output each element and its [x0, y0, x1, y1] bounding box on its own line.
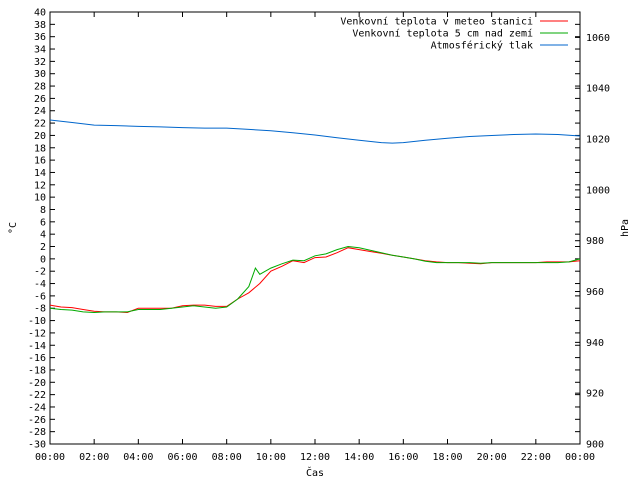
y-tick-label: -8: [34, 304, 46, 315]
x-tick-label: 20:00: [477, 452, 507, 463]
y2-tick-label: 940: [586, 338, 604, 349]
y-tick-label: 26: [34, 94, 46, 105]
y-tick-label: -20: [28, 378, 46, 389]
x-tick-label: 00:00: [565, 452, 595, 463]
legend: Venkovní teplota v meteo staniciVenkovní…: [340, 16, 568, 52]
x-axis-ticks: 00:00 02:00 04:00 06:00 08:00 10:00 12:00 14:00…: [35, 12, 595, 463]
y-tick-label: -16: [28, 353, 46, 364]
x-tick-label: 00:00: [35, 452, 65, 463]
x-axis-label: Čas: [306, 466, 324, 479]
x-tick-label: 06:00: [167, 452, 197, 463]
y-tick-label: 8: [40, 205, 46, 216]
y-tick-label: 30: [34, 69, 46, 80]
plot-frame: [49, 11, 581, 445]
y-tick-label: -24: [28, 402, 46, 413]
x-tick-label: 10:00: [256, 452, 286, 463]
y2-tick-label: 960: [586, 287, 604, 298]
y-tick-label: 32: [34, 57, 46, 68]
y-tick-label: 38: [34, 20, 46, 31]
y-tick-label: -18: [28, 365, 46, 376]
y-tick-label: 10: [34, 193, 46, 204]
y-tick-label: 0: [40, 254, 46, 265]
y2-axis-label: hPa: [620, 219, 631, 237]
y-tick-label: -4: [34, 279, 46, 290]
y-axis-label: °C: [8, 222, 19, 234]
y-tick-label: 16: [34, 156, 46, 167]
y2-tick-label: 920: [586, 389, 604, 400]
x-tick-label: 18:00: [432, 452, 462, 463]
y-tick-label: -6: [34, 291, 46, 302]
y-tick-label: -26: [28, 415, 46, 426]
x-tick-label: 14:00: [344, 452, 374, 463]
y-tick-label: 6: [40, 217, 46, 228]
y2-axis-ticks: 1060 1040 1020 1000 980 960 940 920 900: [575, 33, 610, 451]
y2-tick-label: 1040: [586, 84, 610, 95]
x-tick-label: 04:00: [123, 452, 153, 463]
series-line-1: [49, 247, 581, 314]
y-tick-label: -30: [28, 440, 46, 451]
y-tick-label: 2: [40, 242, 46, 253]
y-tick-label: 40: [34, 8, 46, 19]
y-tick-label: -2: [34, 267, 46, 278]
x-tick-label: 02:00: [79, 452, 109, 463]
y-tick-label: -10: [28, 316, 46, 327]
y-axis-ticks: 4038363432302826242220181614121086420-2-…: [28, 8, 580, 451]
y-tick-label: 4: [40, 230, 46, 241]
series-line-3: [49, 119, 581, 144]
y-tick-label: 12: [34, 180, 46, 191]
y-tick-label: 18: [34, 143, 46, 154]
y-tick-label: -14: [28, 341, 46, 352]
y2-tick-label: 900: [586, 440, 604, 451]
y-tick-label: 24: [34, 106, 46, 117]
y-tick-label: -22: [28, 390, 46, 401]
legend-label-2: Venkovní teplota 5 cm nad zemí: [352, 28, 533, 40]
y2-tick-label: 1000: [586, 185, 610, 196]
y-tick-label: 36: [34, 32, 46, 43]
x-tick-label: 08:00: [212, 452, 242, 463]
legend-label-1: Venkovní teplota v meteo stanici: [340, 16, 533, 28]
y-tick-label: 34: [34, 45, 46, 56]
y-tick-label: 20: [34, 131, 46, 142]
y-tick-label: 14: [34, 168, 46, 179]
y-tick-label: -12: [28, 328, 46, 339]
y-tick-label: 22: [34, 119, 46, 130]
x-tick-label: 12:00: [300, 452, 330, 463]
x-tick-label: 16:00: [388, 452, 418, 463]
y2-tick-label: 980: [586, 236, 604, 247]
y-tick-label: -28: [28, 427, 46, 438]
x-tick-label: 22:00: [521, 452, 551, 463]
series-lines: [49, 119, 581, 314]
y2-tick-label: 1020: [586, 135, 610, 146]
legend-label-3: Atmosférický tlak: [431, 40, 533, 52]
y-tick-label: 28: [34, 82, 46, 93]
y2-tick-label: 1060: [586, 33, 610, 44]
series-line-2: [49, 245, 581, 314]
